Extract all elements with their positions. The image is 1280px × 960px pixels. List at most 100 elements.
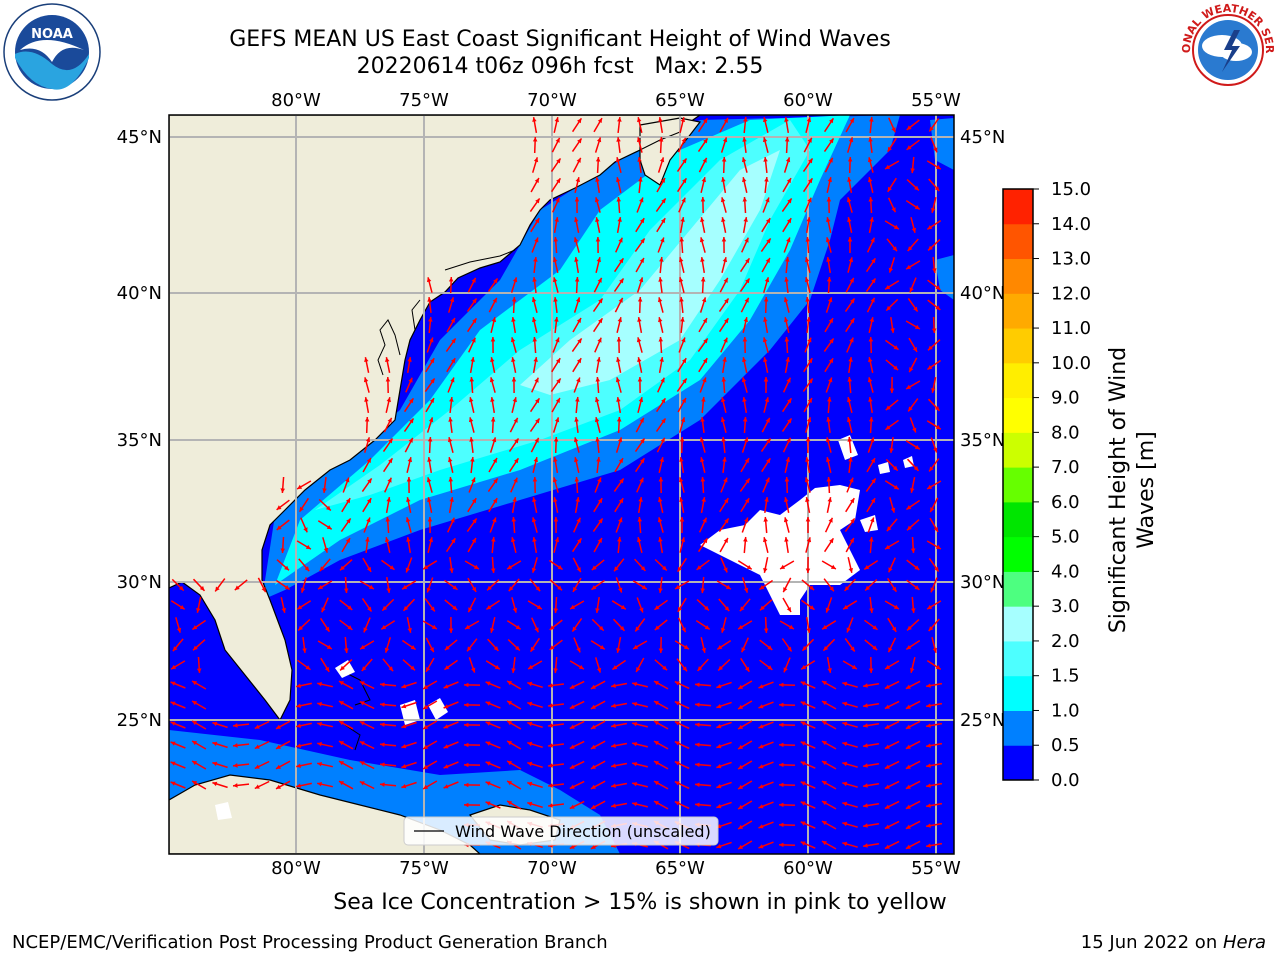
chart-subtitle: 20220614 t06z 096h fcst Max: 2.55 [356, 54, 764, 79]
wave-direction-arrowhead [722, 357, 727, 362]
wave-direction-arrowhead [800, 761, 806, 766]
wave-direction-arrowhead [806, 417, 812, 423]
wave-direction-arrowhead [723, 567, 728, 573]
wave-direction-arrowhead [927, 604, 933, 610]
wave-direction-arrowhead [738, 704, 744, 709]
colorbar-segment [1003, 397, 1033, 433]
wave-direction-arrowhead [927, 365, 933, 370]
wave-direction-arrowhead [906, 145, 912, 150]
wave-direction-arrowhead [492, 458, 497, 463]
wave-direction-arrowhead [492, 297, 497, 303]
wave-direction-arrowhead [823, 646, 829, 651]
wave-direction-arrowhead [557, 565, 563, 570]
wave-direction-arrowhead [511, 357, 516, 362]
wave-direction-arrowhead [380, 762, 385, 767]
wave-direction-arrowhead [450, 377, 455, 383]
wave-direction-arrowhead [871, 478, 876, 484]
colorbar-segment [1003, 571, 1033, 607]
wave-direction-arrowhead [487, 585, 492, 591]
wave-direction-arrowhead [595, 177, 600, 182]
wave-direction-arrowhead [658, 648, 664, 653]
wave-direction-arrowhead [809, 605, 815, 610]
wave-direction-arrowhead [172, 646, 178, 652]
wave-direction-arrowhead [826, 457, 831, 462]
wave-direction-arrowhead [700, 217, 705, 222]
wave-direction-arrowhead [679, 297, 684, 302]
wave-direction-arrowhead [695, 802, 700, 807]
wave-direction-arrowhead [723, 118, 728, 123]
wave-direction-arrowhead [632, 762, 638, 767]
wave-direction-arrowhead [869, 117, 874, 122]
wave-direction-arrowhead [700, 417, 705, 422]
wave-direction-arrowhead [430, 606, 435, 612]
wave-direction-arrowhead [410, 665, 415, 671]
wave-direction-arrowhead [280, 488, 285, 493]
wave-direction-arrowhead [743, 117, 748, 122]
wave-direction-arrowhead [385, 377, 391, 382]
wave-direction-arrowhead [340, 565, 345, 571]
wave-direction-arrowhead [935, 665, 941, 670]
wave-direction-arrowhead [786, 437, 791, 443]
wave-direction-arrowhead [637, 157, 642, 162]
wave-direction-arrowhead [193, 645, 198, 651]
wave-direction-arrowhead [869, 217, 874, 222]
wave-direction-arrowhead [885, 664, 891, 670]
wave-direction-arrowhead [212, 781, 218, 787]
sea-ice-note: Sea Ice Concentration > 15% is shown in … [333, 890, 947, 915]
wave-direction-arrowhead [763, 517, 768, 522]
wave-direction-arrowhead [598, 318, 603, 324]
wave-direction-arrowhead [721, 237, 727, 242]
wave-direction-arrowhead [932, 268, 937, 273]
wave-direction-arrowhead [827, 177, 832, 183]
wave-direction-arrowhead [471, 277, 476, 283]
wave-direction-arrowhead [884, 784, 890, 789]
wave-direction-arrowhead [842, 761, 848, 767]
wave-direction-arrowhead [763, 377, 769, 382]
wave-direction-arrowhead [800, 821, 806, 826]
wave-direction-arrowhead [680, 217, 685, 222]
wave-direction-arrowhead [758, 764, 764, 769]
wave-direction-arrowhead [763, 297, 769, 302]
wave-direction-arrowhead [514, 458, 519, 464]
wave-direction-arrowhead [611, 763, 616, 768]
lat-label-right: 25°N [960, 710, 1005, 731]
wave-direction-arrowhead [868, 668, 874, 673]
wave-direction-arrowhead [800, 801, 806, 806]
wave-direction-arrowhead [885, 164, 891, 169]
wave-direction-arrowhead [403, 606, 409, 611]
wave-direction-arrowhead [450, 358, 456, 364]
wave-direction-arrowhead [493, 646, 499, 651]
wave-direction-arrowhead [632, 782, 638, 787]
wave-direction-arrowhead [406, 477, 412, 482]
wave-direction-arrowhead [196, 668, 202, 673]
wave-direction-arrowhead [933, 147, 938, 153]
wave-direction-arrowhead [760, 605, 765, 611]
wave-direction-arrowhead [554, 537, 560, 543]
wave-direction-arrowhead [779, 742, 784, 748]
wave-direction-arrowhead [534, 377, 539, 383]
wave-direction-arrowhead [528, 664, 534, 669]
wave-direction-arrowhead [848, 357, 853, 362]
wave-direction-arrowhead [637, 357, 642, 362]
wave-direction-arrowhead [640, 566, 646, 571]
wave-direction-arrowhead [598, 625, 604, 631]
wave-direction-arrowhead [658, 588, 663, 593]
wave-direction-arrowhead [470, 457, 475, 462]
wave-direction-arrowhead [554, 117, 559, 123]
wave-direction-arrowhead [596, 457, 601, 462]
wave-direction-arrowhead [893, 485, 899, 490]
wave-direction-arrowhead [611, 783, 616, 788]
wave-direction-arrowhead [569, 804, 575, 809]
wave-direction-arrowhead [926, 763, 931, 768]
wave-direction-arrowhead [806, 537, 812, 543]
wave-direction-arrowhead [595, 157, 601, 162]
wave-direction-arrowhead [724, 518, 729, 524]
wave-direction-arrowhead [401, 704, 407, 709]
wave-direction-arrowhead [662, 665, 668, 671]
wave-direction-arrowhead [785, 357, 790, 362]
wave-direction-arrowhead [429, 358, 435, 364]
wave-direction-arrowhead [303, 527, 308, 533]
colorbar-tick-label: 0.5 [1051, 735, 1080, 756]
wave-direction-arrowhead [827, 668, 832, 673]
wave-direction-arrowhead [679, 237, 684, 242]
